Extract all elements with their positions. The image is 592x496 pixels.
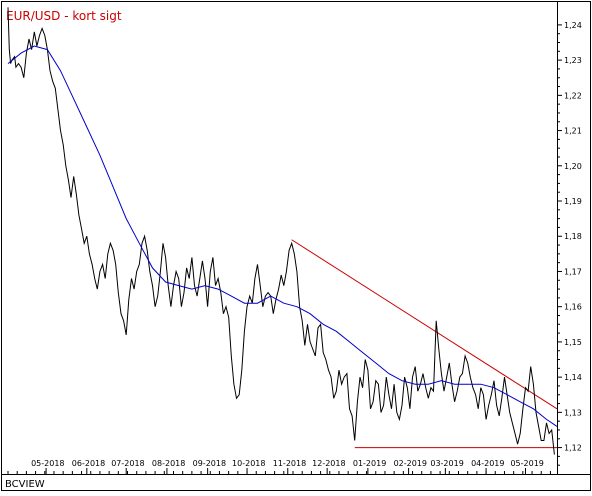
y-axis: 1,24 1,23 1,22 1,21 1,20 1,19 1,18 1,17 1,16 1,15… [557, 21, 582, 466]
x-tick-label: 04-2019 [471, 459, 504, 468]
y-tick-label: 1,18 [564, 232, 582, 241]
x-tick-label: 05-2019 [510, 459, 543, 468]
series-lines [7, 7, 558, 455]
x-tick-label: 12-2018 [312, 459, 345, 468]
x-tick-label: 10-2018 [232, 459, 265, 468]
x-axis: 05-2018 06-2018 07-2018 08-2018 09-2018 10-20… [7, 459, 551, 474]
chart-title: EUR/USD - kort sigt [6, 9, 122, 23]
price-line [7, 7, 555, 455]
x-tick-label: 08-2018 [152, 459, 185, 468]
y-tick-label: 1,22 [564, 91, 582, 100]
y-tick-label: 1,24 [564, 21, 582, 30]
y-tick-label: 1,13 [564, 408, 582, 417]
y-tick-label: 1,15 [564, 338, 582, 347]
x-tick-label: 01-2019 [353, 459, 386, 468]
y-tick-label: 1,20 [564, 162, 582, 171]
y-tick-label: 1,21 [564, 127, 582, 136]
source-label: BCVIEW [5, 479, 45, 490]
x-tick-label: 02-2019 [394, 459, 427, 468]
x-tick-label: 05-2018 [31, 459, 64, 468]
x-tick-label: 09-2018 [193, 459, 226, 468]
trend-lines [291, 239, 558, 449]
trend-line [291, 239, 558, 410]
x-tick-label: 07-2018 [111, 459, 144, 468]
moving-average-line [7, 45, 558, 427]
y-tick-label: 1,23 [564, 56, 582, 65]
y-tick-label: 1,12 [564, 444, 582, 453]
y-tick-label: 1,17 [564, 267, 582, 276]
x-tick-label: 03-2019 [430, 459, 463, 468]
x-tick-label: 06-2018 [72, 459, 105, 468]
x-tick-label: 11-2018 [273, 459, 306, 468]
y-tick-label: 1,19 [564, 197, 582, 206]
y-tick-label: 1,16 [564, 303, 582, 312]
y-tick-label: 1,14 [564, 373, 582, 382]
